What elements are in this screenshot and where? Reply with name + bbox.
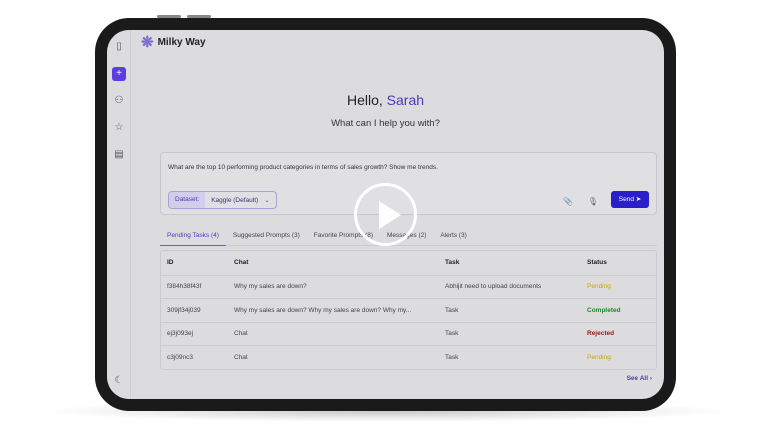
tab-alerts[interactable]: Alerts (3) <box>440 232 467 239</box>
attach-icon[interactable]: 📎 <box>563 197 573 206</box>
see-all-label: See All <box>626 375 649 382</box>
table-row[interactable]: 309jf34j039 Why my sales are down? Why my… <box>161 298 656 322</box>
cell-id: ej3j093ej <box>167 330 194 338</box>
user-name: Sarah <box>386 92 425 108</box>
tab-suggested-prompts[interactable]: Suggested Prompts (3) <box>232 232 300 239</box>
send-button[interactable]: Send ➤ <box>611 191 649 208</box>
tab-pending-tasks[interactable]: Pending Tasks (4) <box>160 230 226 246</box>
star-icon[interactable]: ☆ <box>114 122 124 133</box>
logo-icon: ❋ <box>141 34 154 51</box>
sidebar-toggle-icon[interactable]: ▯ <box>116 41 122 52</box>
prompt-input[interactable]: What are the top 10 performing product c… <box>168 164 438 171</box>
cell-chat: Why my sales are down? <box>234 283 307 291</box>
send-label: Send <box>618 196 634 203</box>
see-all-link[interactable]: See All › <box>627 375 652 382</box>
cell-task: Abhijit need to upload documents <box>445 283 542 291</box>
table-row[interactable]: ej3j093ej Chat Task Rejected <box>161 321 656 346</box>
cell-id: 309jf34j039 <box>167 306 201 314</box>
table-row[interactable]: f384h38f43f Why my sales are down? Abhijit… <box>161 274 656 299</box>
cell-id: c3j09nc3 <box>167 353 194 361</box>
dataset-label: Dataset: <box>169 192 206 208</box>
cell-task: Task <box>445 353 459 361</box>
device-button <box>187 15 211 18</box>
sidebar: ▯ + ⚇ ☆ ▤ ☾ <box>107 30 131 399</box>
tasks-table: ID Chat Task Status f384h38f43f Why my sa… <box>160 250 657 370</box>
cell-chat: Chat <box>234 330 248 338</box>
header-id: ID <box>167 259 174 267</box>
header-chat: Chat <box>234 259 249 267</box>
greeting-hello: Hello, <box>346 92 383 108</box>
status-badge: Rejected <box>587 330 615 338</box>
cell-chat: Why my sales are down? Why my sales are … <box>234 306 412 314</box>
greeting: Hello, Sarah <box>107 92 664 108</box>
dataset-select[interactable]: Dataset: Kaggle (Default) ⌄ <box>168 191 277 209</box>
header-task: Task <box>445 259 460 267</box>
status-badge: Completed <box>587 306 621 314</box>
status-badge: Pending <box>587 283 611 291</box>
greeting-subtitle: What can I help you with? <box>331 118 440 129</box>
cell-task: Task <box>445 306 459 314</box>
logo: ❋ Milky Way <box>141 33 206 51</box>
device-button <box>157 15 181 18</box>
chevron-down-icon: ⌄ <box>264 197 270 204</box>
status-badge: Pending <box>587 353 611 361</box>
cell-task: Task <box>445 330 459 338</box>
cell-id: f384h38f43f <box>167 283 202 291</box>
table-header: ID Chat Task Status <box>161 251 656 275</box>
app-name: Milky Way <box>157 36 206 48</box>
dataset-value: Kaggle (Default) <box>211 196 259 204</box>
app-screen: ▯ + ⚇ ☆ ▤ ☾ ❋ Milky Way Hello, Sarah Wha… <box>107 30 664 399</box>
tab-favorite-prompts[interactable]: Favorite Prompts (8) <box>313 232 374 239</box>
new-chat-button[interactable]: + <box>112 67 126 81</box>
chevron-right-icon: › <box>649 375 652 382</box>
play-video-button[interactable] <box>354 183 417 246</box>
microphone-icon[interactable]: 🎙 <box>587 197 598 206</box>
header-status: Status <box>587 259 607 267</box>
table-row[interactable]: c3j09nc3 Chat Task Pending <box>161 345 656 369</box>
dark-mode-icon[interactable]: ☾ <box>114 375 124 386</box>
chat-icon[interactable]: ▤ <box>114 149 124 160</box>
users-icon[interactable]: ⚇ <box>114 95 124 106</box>
prompt-box[interactable]: What are the top 10 performing product c… <box>160 152 657 215</box>
cell-chat: Chat <box>234 353 248 361</box>
send-icon: ➤ <box>635 196 642 203</box>
